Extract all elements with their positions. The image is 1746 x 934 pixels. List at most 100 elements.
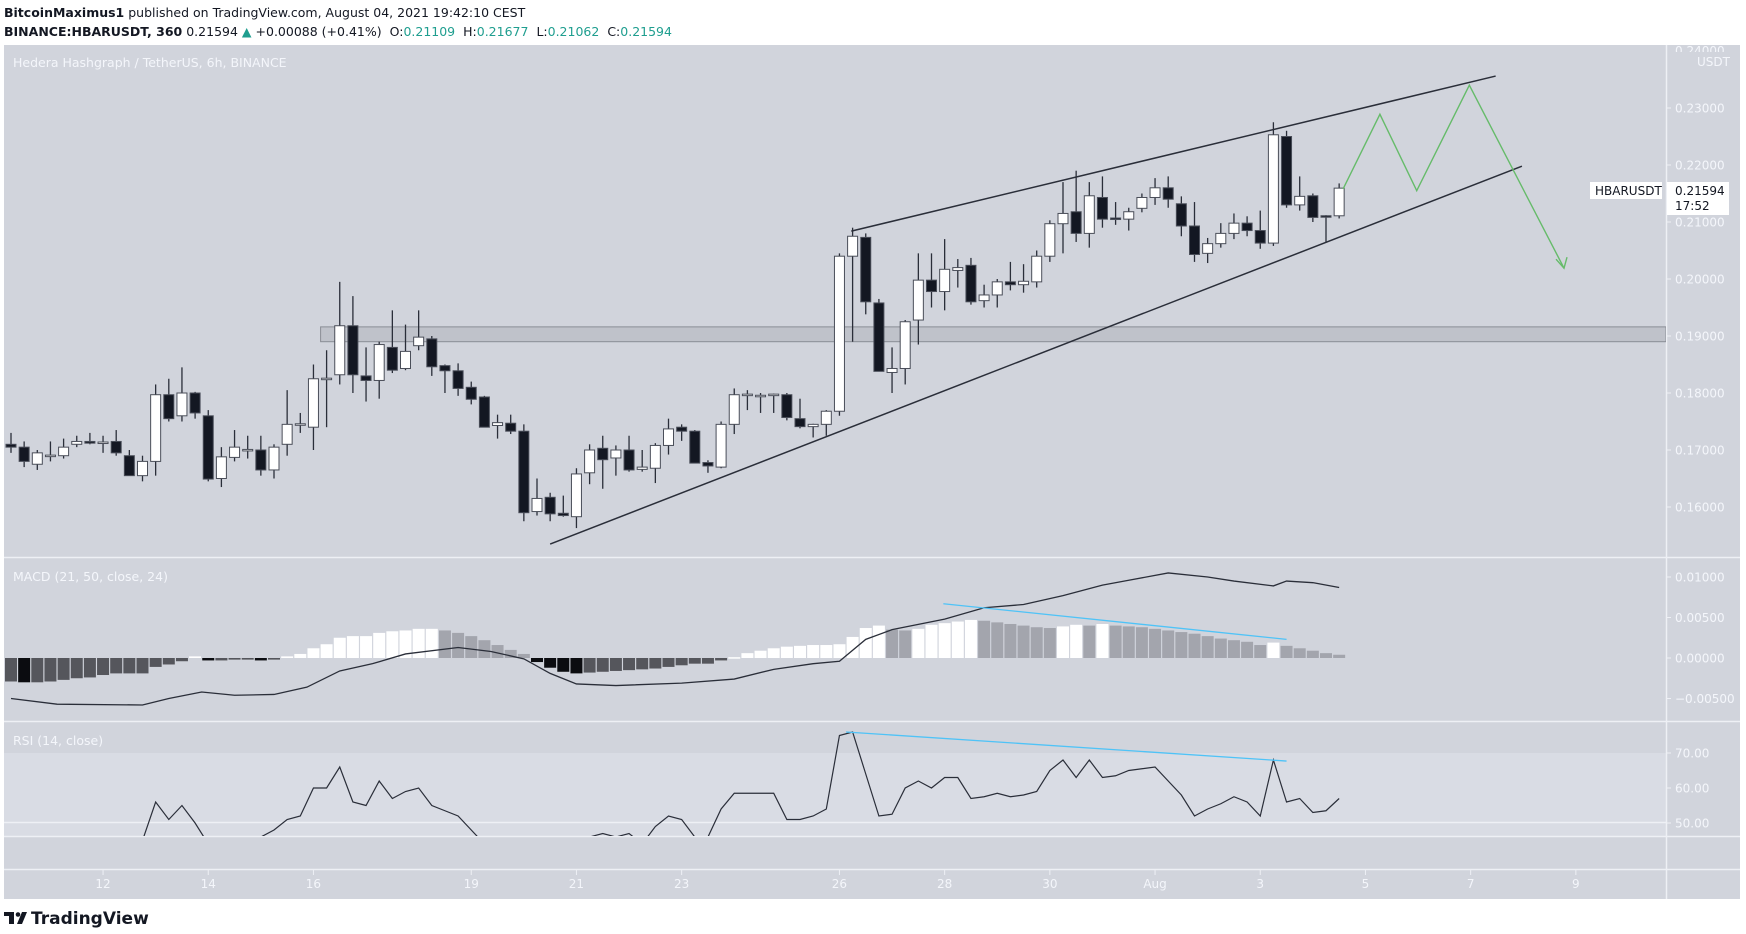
candle-body-down (1004, 281, 1016, 286)
candle-body-up (1267, 134, 1279, 244)
macd-histogram-bar (386, 631, 399, 658)
macd-title[interactable]: MACD (21, 50, close, 24) (13, 569, 168, 584)
macd-axis-label: 0.01000 (1675, 571, 1725, 585)
candle-body-down (189, 392, 201, 414)
candle (307, 364, 319, 450)
macd-histogram-bar (912, 628, 925, 658)
macd-pane[interactable] (5, 572, 1346, 706)
macd-histogram-bar (425, 628, 438, 658)
macd-histogram-bar (991, 622, 1004, 658)
macd-histogram-bar (596, 658, 609, 672)
macd-histogram-bar (162, 658, 175, 665)
candle (991, 279, 1003, 308)
candle (1189, 202, 1200, 262)
macd-histogram-bar (886, 629, 899, 658)
candle (755, 393, 767, 413)
macd-histogram-bar (1201, 636, 1214, 658)
candle-body-down (794, 418, 806, 428)
candle (439, 364, 451, 393)
projection-path[interactable] (1342, 83, 1565, 269)
candle-body-up (1083, 195, 1095, 234)
candle (1254, 210, 1266, 249)
macd-histogram-bar (767, 648, 780, 658)
price-axis-label: 0.18000 (1675, 387, 1725, 401)
macd-histogram-bar (412, 628, 425, 658)
candle-body-up (150, 394, 162, 462)
candle (1044, 220, 1056, 262)
candle-body-up (741, 393, 753, 397)
candle-body-up (229, 446, 241, 458)
symbol-line: BINANCE:HBARUSDT, 360 (4, 24, 183, 39)
macd-histogram-bar (97, 658, 110, 676)
rsi-line[interactable] (11, 731, 1340, 851)
candle-body-down (926, 279, 937, 293)
macd-histogram-bar (1149, 628, 1162, 658)
price-axis-label: 0.20000 (1675, 273, 1725, 287)
macd-histogram-bar (728, 657, 741, 659)
candle-body-up (886, 367, 898, 373)
candle-body-up (1149, 187, 1161, 198)
macd-histogram-bar (780, 646, 793, 658)
tradingview-logo[interactable]: TradingView (4, 909, 149, 929)
candle-body-down (1307, 195, 1319, 218)
macd-histogram-bar (346, 636, 359, 658)
candle-body-up (610, 449, 622, 459)
macd-histogram-bar (701, 658, 714, 664)
time-axis-label: Aug (1143, 877, 1166, 891)
macd-histogram-bar (820, 645, 833, 658)
macd-histogram-bar (57, 658, 70, 680)
macd-divergence-line[interactable] (943, 603, 1287, 641)
candle (741, 390, 753, 411)
rsi-divergence-line[interactable] (845, 731, 1287, 762)
candle-body-down (689, 430, 701, 464)
candle (176, 367, 188, 422)
macd-histogram-bar (636, 658, 649, 670)
rsi-pane[interactable] (11, 731, 1340, 851)
macd-histogram-bar (964, 619, 977, 658)
candle-body-up (939, 268, 951, 293)
candle (58, 438, 70, 459)
candle (505, 414, 517, 435)
macd-histogram-bar (623, 658, 636, 671)
price-axis-label: 0.24000 (1675, 44, 1725, 58)
candle (452, 363, 464, 396)
macd-histogram-bar (1109, 625, 1122, 658)
time-axis-label: 16 (306, 877, 321, 891)
candle (1307, 193, 1319, 222)
candle-body-down (347, 325, 359, 376)
candle (1057, 182, 1069, 254)
support-zone[interactable] (320, 326, 1666, 343)
candle (1267, 122, 1279, 246)
candle-body-down (1241, 222, 1253, 232)
candle-body-up (1123, 211, 1135, 220)
author-name[interactable]: BitcoinMaximus1 (4, 5, 124, 20)
time-axis-label: 5 (1362, 877, 1370, 891)
rsi-axis-label: 60.00 (1675, 782, 1709, 796)
candle (281, 390, 293, 456)
macd-histogram-bar (83, 658, 96, 678)
axes[interactable]: 0.23000 0.22000 0.21000 0.20000 0.19000 0.180… (95, 44, 1734, 891)
macd-histogram-bar (1227, 640, 1240, 658)
candle (689, 430, 701, 464)
candle (1162, 176, 1174, 208)
candle (833, 253, 845, 416)
macd-histogram-bar (1070, 624, 1083, 658)
candle-body-up (952, 267, 964, 271)
macd-histogram-bar (899, 630, 912, 658)
macd-histogram-bar (1175, 632, 1188, 658)
rsi-title[interactable]: RSI (14, close) (13, 733, 103, 748)
trendline-upper[interactable] (851, 75, 1496, 232)
candle (229, 430, 241, 462)
low-label: L: (536, 24, 547, 39)
candle-body-down (781, 394, 793, 419)
macd-line[interactable] (10, 572, 1340, 706)
price-pane[interactable] (5, 75, 1666, 545)
candle-body-up (1294, 195, 1306, 206)
candle-body-up (1044, 223, 1056, 257)
macd-histogram-bar (307, 648, 320, 658)
trendline-lower[interactable] (549, 165, 1523, 545)
candle (294, 412, 306, 433)
candle-body-down (1189, 225, 1200, 255)
candle (768, 393, 780, 413)
candle-body-up (531, 497, 543, 513)
